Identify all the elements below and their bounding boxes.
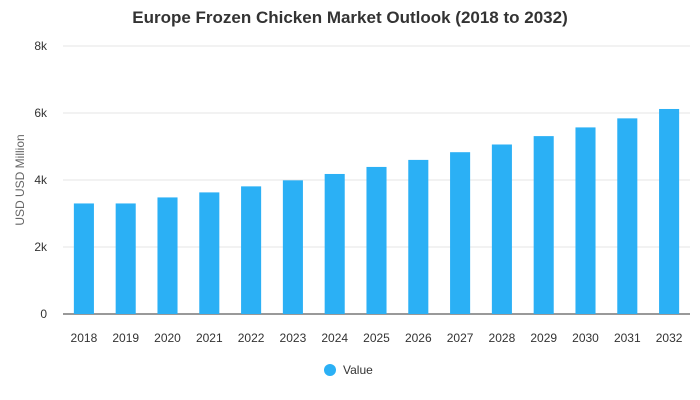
x-tick-label: 2024 bbox=[321, 331, 348, 345]
bar-2031[interactable] bbox=[617, 118, 638, 314]
chart-title: Europe Frozen Chicken Market Outlook (20… bbox=[132, 8, 568, 27]
x-tick-label: 2025 bbox=[363, 331, 390, 345]
bar-2028[interactable] bbox=[491, 144, 512, 314]
x-tick-label: 2028 bbox=[489, 331, 516, 345]
x-tick-label: 2023 bbox=[280, 331, 307, 345]
bar-2018[interactable] bbox=[73, 203, 94, 314]
bar-2025[interactable] bbox=[366, 166, 387, 314]
legend-label: Value bbox=[343, 363, 373, 377]
bar-2023[interactable] bbox=[282, 180, 303, 314]
y-tick-label: 2k bbox=[34, 240, 48, 254]
x-tick-label: 2022 bbox=[238, 331, 265, 345]
x-tick-label: 2031 bbox=[614, 331, 641, 345]
bar-2026[interactable] bbox=[408, 159, 429, 314]
x-tick-label: 2026 bbox=[405, 331, 432, 345]
x-tick-label: 2030 bbox=[572, 331, 599, 345]
bar-2022[interactable] bbox=[241, 186, 262, 314]
y-axis-title: USD USD Million bbox=[13, 134, 27, 225]
legend-swatch bbox=[324, 364, 336, 376]
bar-2020[interactable] bbox=[157, 197, 178, 314]
y-tick-labels: 0 2k 4k 6k 8k bbox=[34, 39, 48, 321]
y-tick-label: 4k bbox=[34, 173, 48, 187]
bar-2032[interactable] bbox=[659, 108, 680, 314]
y-tick-label: 0 bbox=[40, 307, 47, 321]
y-axis-title-group: USD USD Million bbox=[13, 134, 27, 225]
bars bbox=[73, 108, 680, 314]
x-tick-label: 2032 bbox=[656, 331, 683, 345]
bar-2027[interactable] bbox=[450, 152, 471, 314]
bar-2024[interactable] bbox=[324, 173, 345, 314]
x-tick-label: 2020 bbox=[154, 331, 181, 345]
y-tick-label: 8k bbox=[34, 39, 48, 53]
x-tick-label: 2019 bbox=[112, 331, 139, 345]
x-tick-label: 2021 bbox=[196, 331, 223, 345]
x-tick-label: 2018 bbox=[71, 331, 98, 345]
legend[interactable]: Value bbox=[324, 363, 373, 377]
bar-2019[interactable] bbox=[115, 203, 136, 314]
bar-2021[interactable] bbox=[199, 192, 220, 314]
legend-item-value[interactable]: Value bbox=[324, 363, 373, 377]
x-tick-labels: 2018 2019 2020 2021 2022 2023 2024 2025 2026 2027… bbox=[71, 331, 683, 345]
x-tick-label: 2027 bbox=[447, 331, 474, 345]
y-tick-label: 6k bbox=[34, 106, 48, 120]
bar-2029[interactable] bbox=[533, 136, 554, 314]
x-tick-label: 2029 bbox=[530, 331, 557, 345]
bar-2030[interactable] bbox=[575, 127, 596, 314]
